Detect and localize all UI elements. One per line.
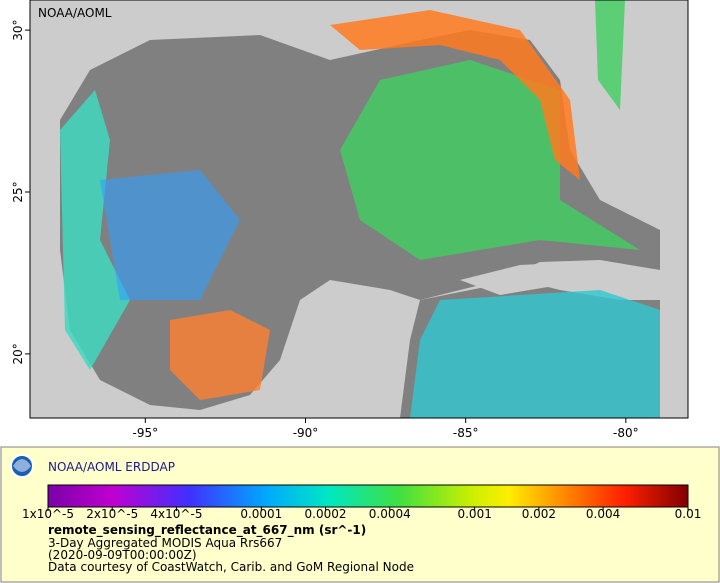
colorbar-tick-label: 0.0004 (369, 507, 411, 521)
color-patch (60, 90, 130, 370)
color-patch (330, 10, 580, 180)
colorbar-tick-label: 0.0001 (240, 507, 282, 521)
legend-title: NOAA/AOML ERDDAP (48, 460, 175, 474)
x-tick-label: -80° (613, 426, 639, 440)
y-tick-label: 30° (11, 19, 25, 40)
colorbar-tick-label: 1x10^-5 (22, 507, 74, 521)
colorbar-tick-label: 0.0002 (305, 507, 347, 521)
corner-label: NOAA/AOML (38, 6, 112, 20)
logo-detail (13, 459, 31, 472)
axes: -95° -90° -85° -80° 30° 25° 20° (11, 19, 639, 440)
cuba (460, 262, 620, 295)
colorbar-tick-label: 2x10^-5 (86, 507, 138, 521)
map (30, 0, 688, 418)
color-patch (170, 310, 270, 400)
x-tick-label: -85° (453, 426, 479, 440)
color-patch (100, 170, 240, 300)
colorbar-tick-label: 4x10^-5 (150, 507, 202, 521)
legend-line: 3-Day Aggregated MODIS Aqua Rrs667 (48, 536, 282, 550)
map-frame (29, 0, 689, 419)
variable-name: remote_sensing_reflectance_at_667_nm (sr… (48, 523, 366, 538)
legend-line: (2020-09-09T00:00:00Z) (48, 548, 197, 562)
legend-line: Data courtesy of CoastWatch, Carib. and … (48, 560, 414, 574)
colorbar-tick-label: 0.004 (586, 507, 620, 521)
color-patch (595, 0, 625, 110)
y-tick-label: 20° (11, 343, 25, 364)
x-tick-label: -95° (133, 426, 159, 440)
legend-panel (0, 446, 720, 583)
colorbar (47, 484, 689, 508)
x-tick-label: -90° (293, 426, 319, 440)
colorbar-tick-label: 0.01 (675, 507, 702, 521)
color-patch (410, 290, 660, 418)
y-tick-label: 25° (11, 181, 25, 202)
colorbar-ticks: 1x10^-5 2x10^-5 4x10^-5 0.0001 0.0002 0.0004 0… (22, 507, 701, 521)
colorbar-tick-label: 0.002 (522, 507, 556, 521)
colorbar-tick-label: 0.001 (457, 507, 491, 521)
color-patch (340, 60, 640, 260)
